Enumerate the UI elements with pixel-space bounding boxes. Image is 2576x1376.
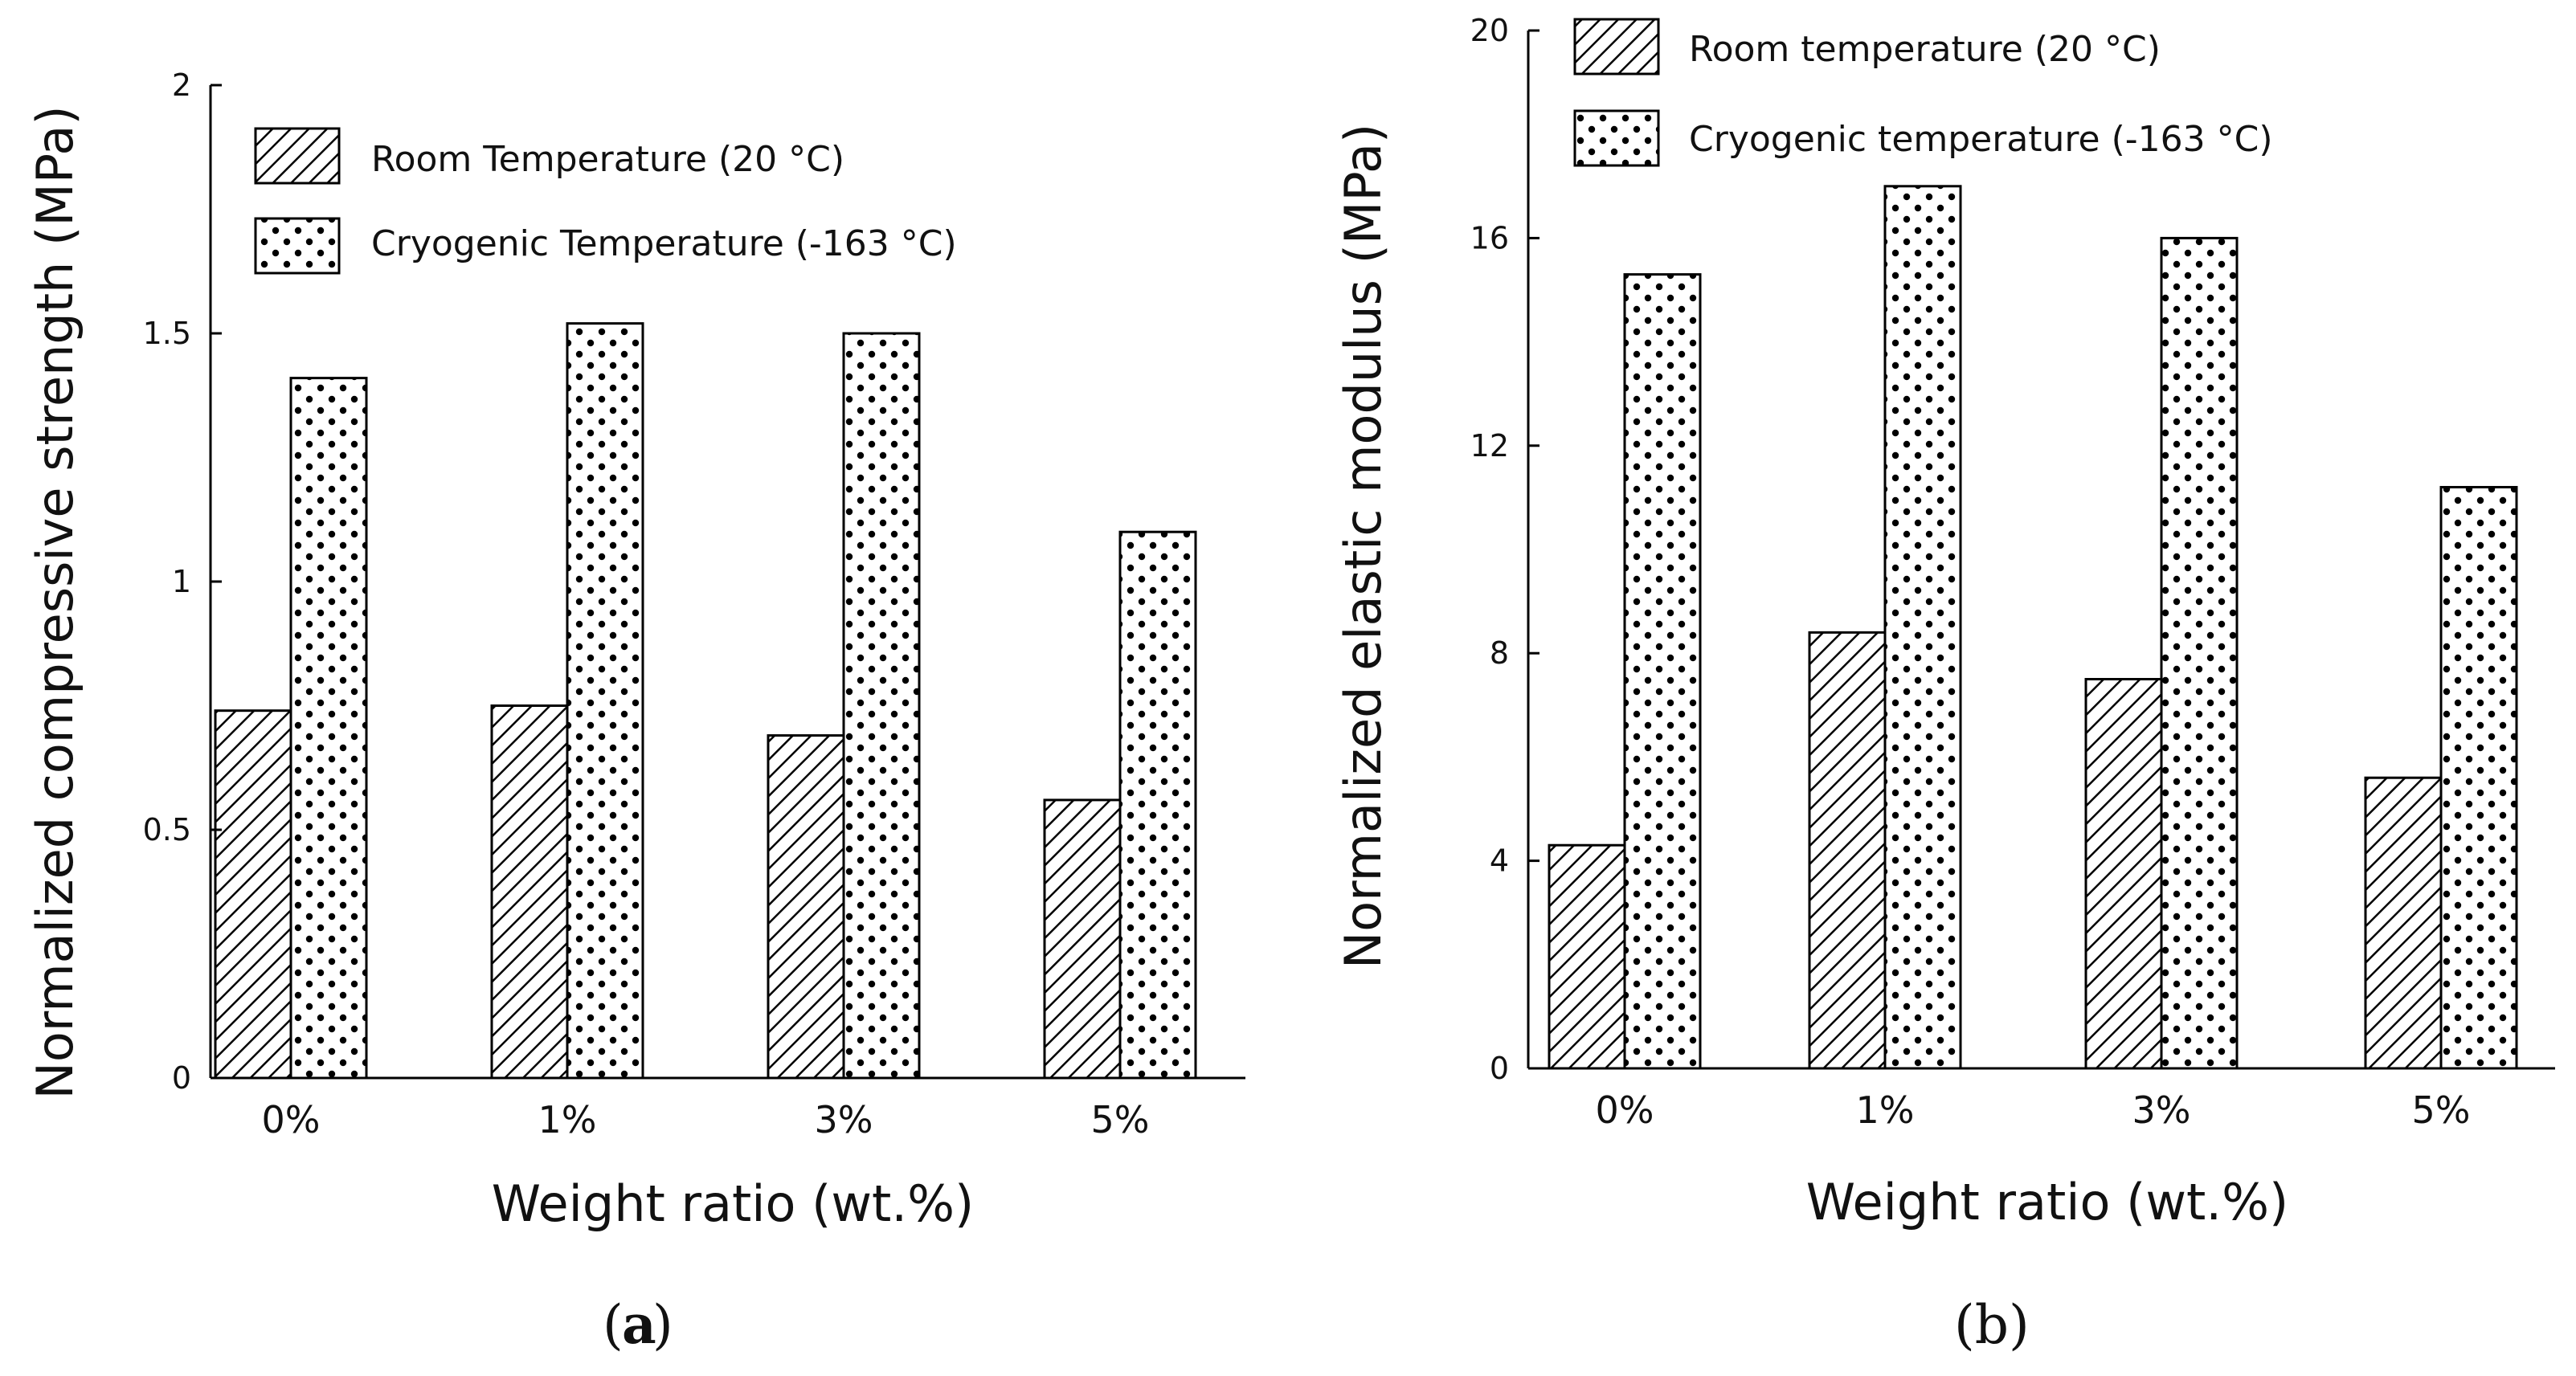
panel-a-bar-room-1 bbox=[490, 704, 569, 1080]
panel-b-x-tick-label: 0% bbox=[1596, 1088, 1654, 1132]
panel-a-bar-room-3 bbox=[1043, 798, 1122, 1080]
panel-b-legend-label-room: Room temperature (20 °C) bbox=[1689, 29, 2161, 70]
panel-b-bars bbox=[1548, 185, 2518, 1070]
panel-a-x-tick-label: 5% bbox=[1091, 1098, 1150, 1141]
panel-b-caption: (b) bbox=[1954, 1294, 2030, 1356]
panel-b-legend: Room temperature (20 °C) Cryogenic tempe… bbox=[1573, 18, 2273, 167]
panel-a-x-tick-label: 1% bbox=[538, 1098, 597, 1141]
panel-a-y-tick-label: 0 bbox=[172, 1060, 191, 1096]
panel-a-bar-cryo-0 bbox=[289, 377, 368, 1080]
panel-b-legend-swatch-room bbox=[1573, 18, 1660, 76]
panel-a-x-ticks: 0% 1% 3% 5% bbox=[262, 1098, 1150, 1141]
panel-b-bar-room-1 bbox=[1808, 631, 1887, 1070]
panel-b-y-tick-label: 8 bbox=[1490, 635, 1509, 671]
panel-a-caption: ( a ) bbox=[603, 1293, 673, 1356]
panel-a-caption-open: ( bbox=[603, 1294, 624, 1356]
panel-a: 0 0.5 1 1.5 2 0% 1% 3% 5% Normalized compressiv… bbox=[26, 67, 1245, 1356]
panel-a-y-tick-label: 2 bbox=[172, 67, 191, 103]
panel-a-y-tick-label: 0.5 bbox=[143, 812, 191, 847]
panel-b-bar-cryo-2 bbox=[2160, 236, 2239, 1070]
panel-b-bar-cryo-3 bbox=[2439, 485, 2518, 1070]
panel-a-y-tick-label: 1 bbox=[172, 564, 191, 599]
panel-b-y-tick-label: 16 bbox=[1470, 220, 1509, 255]
panel-a-y-tick-label: 1.5 bbox=[143, 316, 191, 351]
panel-a-bar-room-2 bbox=[767, 734, 845, 1080]
panel-b-y-tick-label: 20 bbox=[1470, 13, 1509, 48]
panel-a-legend-swatch-cryo bbox=[254, 217, 341, 275]
panel-a-y-ticks: 0 0.5 1 1.5 2 bbox=[143, 67, 222, 1096]
panel-a-caption-close: ) bbox=[652, 1294, 673, 1356]
panel-a-bar-room-0 bbox=[214, 709, 292, 1080]
panel-a-bars bbox=[214, 322, 1197, 1080]
panel-b-bar-cryo-1 bbox=[1883, 185, 1962, 1070]
panel-a-legend-label-cryo: Cryogenic Temperature (-163 °C) bbox=[371, 223, 957, 264]
panel-b-x-tick-label: 5% bbox=[2412, 1088, 2471, 1132]
panel-b-bar-room-3 bbox=[2364, 776, 2443, 1070]
panel-a-bar-cryo-2 bbox=[842, 332, 921, 1080]
panel-b-bar-cryo-0 bbox=[1623, 273, 1702, 1070]
panel-a-legend-swatch-room bbox=[254, 127, 341, 185]
panel-a-bar-cryo-3 bbox=[1118, 530, 1197, 1080]
panel-a-y-axis-title: Normalized compressive strength (MPa) bbox=[26, 105, 84, 1099]
panel-a-legend: Room Temperature (20 °C) Cryogenic Tempe… bbox=[254, 127, 957, 275]
panel-a-legend-label-room: Room Temperature (20 °C) bbox=[371, 139, 844, 180]
panel-a-caption-letter: a bbox=[622, 1293, 656, 1356]
panel-a-bar-cryo-1 bbox=[566, 322, 644, 1080]
panel-b-bar-room-0 bbox=[1548, 843, 1626, 1070]
panel-a-x-tick-label: 0% bbox=[262, 1098, 321, 1141]
panel-a-x-tick-label: 3% bbox=[815, 1098, 873, 1141]
panel-b-legend-swatch-cryo bbox=[1573, 109, 1660, 167]
panel-b-y-tick-label: 4 bbox=[1490, 843, 1509, 879]
panel-b-y-tick-label: 12 bbox=[1470, 428, 1509, 463]
panel-b-y-ticks: 0 4 8 12 16 20 bbox=[1470, 13, 1539, 1086]
panel-b: 0 4 8 12 16 20 0% 1% 3% 5% Normalized elastic mo… bbox=[1334, 13, 2555, 1356]
panel-b-x-axis-title: Weight ratio (wt.%) bbox=[1806, 1173, 2288, 1231]
panel-b-x-tick-label: 3% bbox=[2132, 1088, 2191, 1132]
panel-b-x-ticks: 0% 1% 3% 5% bbox=[1596, 1088, 2471, 1132]
panel-b-bar-room-2 bbox=[2084, 678, 2163, 1070]
panel-a-x-axis-title: Weight ratio (wt.%) bbox=[492, 1174, 974, 1233]
panel-b-legend-label-cryo: Cryogenic temperature (-163 °C) bbox=[1689, 119, 2273, 160]
panel-b-y-tick-label: 0 bbox=[1490, 1051, 1509, 1086]
panel-b-y-axis-title: Normalized elastic modulus (MPa) bbox=[1334, 124, 1392, 969]
panel-b-x-tick-label: 1% bbox=[1856, 1088, 1915, 1132]
